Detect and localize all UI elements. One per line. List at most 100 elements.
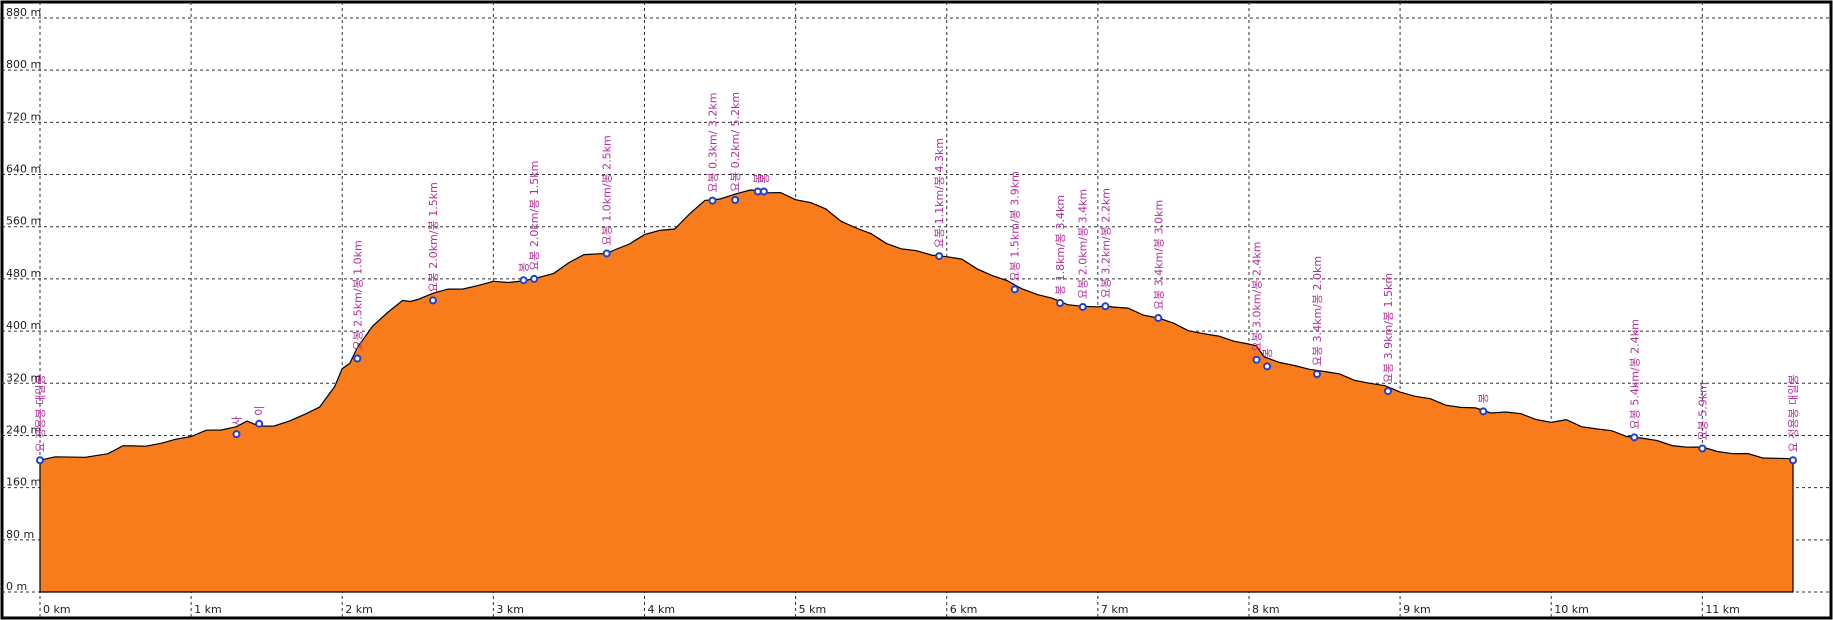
waypoint-marker xyxy=(708,196,717,205)
waypoint-label: 요봉 3.4km/봉 3.0km xyxy=(1152,200,1165,310)
waypoint-label-text: 이 xyxy=(253,406,266,416)
waypoint-label-text: 요봉 3.2km/봉 2.2km xyxy=(1099,188,1112,298)
waypoint-label-text: 요봉 3.4km/봉 2.0km xyxy=(1311,256,1324,366)
x-tick-label: 8 km xyxy=(1252,603,1280,616)
x-tick-label: 1 km xyxy=(194,603,222,616)
waypoint-label: 요봉 3.2km/봉 2.2km xyxy=(1099,188,1112,298)
waypoint-label: 요봉 3.9km/봉 1.5km xyxy=(1382,273,1395,383)
waypoint-label-text: 요봉 3.4km/봉 3.0km xyxy=(1152,200,1165,310)
y-tick-label: 720 m xyxy=(6,110,41,123)
waypoint-label: 요 정용봉 대일봉 xyxy=(33,374,47,452)
y-tick-label: 560 m xyxy=(6,215,41,228)
waypoint-marker xyxy=(1010,285,1019,294)
waypoint-label: 봉 xyxy=(518,262,531,272)
waypoint-label: 요봉 1.0km/봉 2.5km xyxy=(601,135,614,245)
waypoint-label: 요봉 0.2km/ 5.2km xyxy=(729,92,742,192)
waypoint-label: 요봉 2.0km/봉 3.4km xyxy=(1077,189,1090,299)
x-tick-label: 6 km xyxy=(950,603,978,616)
waypoint-marker xyxy=(1056,299,1065,308)
y-tick-label: 240 m xyxy=(6,423,41,436)
waypoint-label-text: 봉 xyxy=(1261,348,1274,358)
y-tick-label: 800 m xyxy=(6,58,41,71)
y-tick-label: 160 m xyxy=(6,476,41,489)
x-tick-label: 4 km xyxy=(647,603,675,616)
y-tick-label: 320 m xyxy=(6,371,41,384)
waypoint-label: 요봉 2.0km/봉 1.5km xyxy=(427,182,440,292)
waypoint-label-text: 요봉 1.5km/봉 3.9km xyxy=(1009,171,1022,281)
x-tick-label: 9 km xyxy=(1403,603,1431,616)
waypoint-label-text: 요봉 1.0km/봉 2.5km xyxy=(601,135,614,245)
waypoint-label-text: 봉 xyxy=(1477,393,1490,403)
waypoint-label: 이 xyxy=(253,406,266,416)
waypoint-label-text: 요봉 2.0km/봉 1.5km xyxy=(427,182,440,292)
x-tick-label: 5 km xyxy=(799,603,827,616)
waypoint-label-text: 요봉 5.4km/봉 2.4km xyxy=(1628,319,1641,429)
x-tick-label: 0 km xyxy=(43,603,71,616)
x-tick-label: 2 km xyxy=(345,603,373,616)
waypoint-label: 봉 xyxy=(752,173,765,183)
waypoint-marker xyxy=(255,419,264,428)
waypoint-label-text: 봉 xyxy=(518,262,531,272)
waypoint-markers xyxy=(36,187,1797,465)
waypoint-label-text: 요봉 3.0km/봉 2.4km xyxy=(1251,242,1264,352)
waypoint-marker xyxy=(731,195,740,204)
waypoint-marker xyxy=(1154,314,1163,323)
y-tick-label: 0 m xyxy=(6,580,27,593)
y-tick-label: 880 m xyxy=(6,6,41,19)
waypoint-label-text: 요 정용봉 대일봉 xyxy=(33,374,47,452)
waypoint-marker xyxy=(935,252,944,261)
waypoint-label: 요봉 1.5km/봉 3.9km xyxy=(1009,171,1022,281)
waypoint-label-text: 요봉 0.3km/ 3.2km xyxy=(706,93,719,193)
waypoint-marker xyxy=(1252,355,1261,364)
waypoint-label-text: 요봉 2.0km/봉 3.4km xyxy=(1077,189,1090,299)
waypoint-label-text: 봉 1.8km/봉 3.4km xyxy=(1054,195,1067,295)
waypoint-marker xyxy=(232,430,241,439)
waypoint-label: 요봉 5.4km/봉 2.4km xyxy=(1628,319,1641,429)
y-tick-label: 80 m xyxy=(6,528,34,541)
y-tick-label: 640 m xyxy=(6,163,41,176)
waypoint-label: 봉 1.8km/봉 3.4km xyxy=(1054,195,1067,295)
waypoint-label-text: 요봉 2.0km/봉 1.5km xyxy=(528,161,541,271)
waypoint-label-text: 요봉 3.9km/봉 1.5km xyxy=(1382,273,1395,383)
waypoint-marker xyxy=(1263,362,1272,371)
waypoint-label-text: 봉 xyxy=(758,173,771,183)
waypoint-label: 요봉 2.5km/봉 1.0km xyxy=(351,240,364,350)
waypoint-marker xyxy=(1630,433,1639,442)
waypoint-marker xyxy=(1078,302,1087,311)
waypoint-label: 봉 xyxy=(758,173,771,183)
waypoint-label: 요봉 2.0km/봉 1.5km xyxy=(528,161,541,271)
waypoint-label: 봉 xyxy=(1261,348,1274,358)
waypoint-marker xyxy=(1312,370,1321,379)
waypoint-label: 봉 xyxy=(1477,393,1490,403)
axis-ticks: 0 m 80 m 160 m 240 m 320 m 400 m 480 m 560 m 640… xyxy=(6,6,1740,616)
y-tick-label: 400 m xyxy=(6,319,41,332)
waypoint-label-text: 요봉 0.2km/ 5.2km xyxy=(729,92,742,192)
waypoint-label: 요 정용봉 대일봉 xyxy=(1786,374,1800,452)
y-tick-label: 480 m xyxy=(6,267,41,280)
waypoint-label: 요봉 3.4km/봉 2.0km xyxy=(1311,256,1324,366)
waypoint-label-text: 요 정용봉 대일봉 xyxy=(1786,374,1800,452)
x-tick-label: 10 km xyxy=(1554,603,1589,616)
waypoint-label-text: 요봉 5.9km xyxy=(1696,382,1709,440)
waypoint-marker xyxy=(519,276,528,285)
waypoint-marker xyxy=(1479,407,1488,416)
waypoint-marker xyxy=(36,456,44,465)
waypoint-label: 요봉 3.0km/봉 2.4km xyxy=(1251,242,1264,352)
waypoint-label: 요봉 1.1km/봉 4.3km xyxy=(933,138,946,248)
waypoint-label-text: 사 xyxy=(230,416,243,426)
waypoint-marker xyxy=(602,249,611,258)
elevation-fill xyxy=(39,189,1794,593)
x-tick-label: 11 km xyxy=(1705,603,1740,616)
waypoint-label: 요봉 5.9km xyxy=(1696,382,1709,440)
waypoint-label: 사 xyxy=(230,416,243,426)
waypoint-marker xyxy=(1383,387,1392,396)
waypoint-marker xyxy=(759,187,768,196)
elevation-area xyxy=(39,189,1794,593)
waypoint-label-text: 봉 xyxy=(752,173,765,183)
x-tick-label: 7 km xyxy=(1101,603,1129,616)
waypoint-marker xyxy=(353,354,362,363)
x-tick-label: 3 km xyxy=(496,603,524,616)
waypoint-label: 요봉 0.3km/ 3.2km xyxy=(706,93,719,193)
